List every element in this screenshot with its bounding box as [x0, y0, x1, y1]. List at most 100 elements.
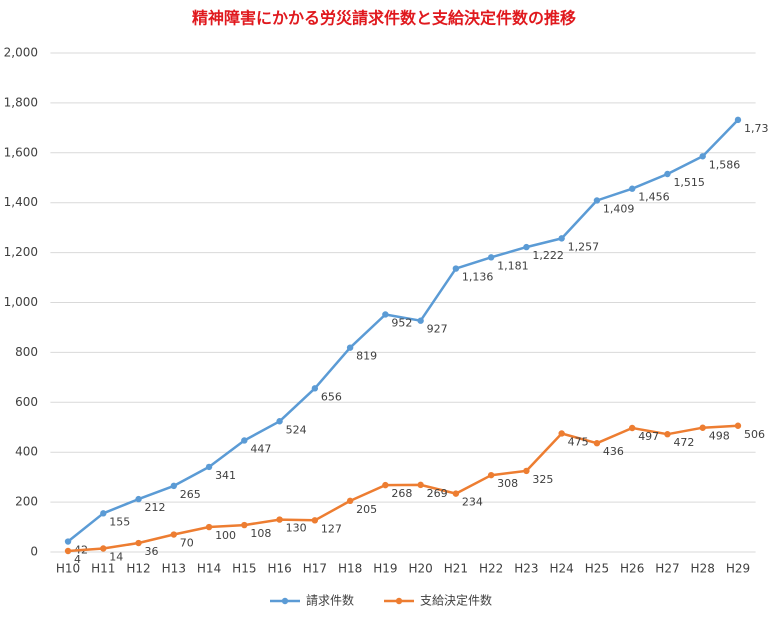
data-label: 1,181 [497, 259, 529, 272]
data-point [382, 481, 389, 489]
x-tick-label: H13 [162, 562, 186, 576]
data-point [558, 430, 565, 437]
y-tick-label: 0 [30, 545, 38, 559]
data-point [311, 385, 319, 392]
data-label: 212 [145, 501, 166, 514]
data-point [276, 516, 283, 523]
legend-marker [281, 597, 289, 605]
data-point [628, 424, 636, 432]
data-point [628, 185, 636, 192]
data-label: 1,257 [568, 240, 600, 253]
data-point [523, 467, 530, 475]
data-label: 436 [603, 445, 624, 458]
x-tick-label: H28 [691, 562, 715, 576]
data-label: 506 [744, 428, 765, 441]
data-point [311, 517, 319, 524]
x-tick-label: H18 [338, 562, 362, 576]
data-label: 497 [638, 430, 659, 443]
y-tick-label: 1,200 [4, 245, 38, 259]
legend-label: 支給決定件数 [420, 593, 492, 608]
data-point [558, 235, 565, 242]
x-tick-label: H25 [585, 562, 609, 576]
data-point [487, 254, 495, 261]
data-label: 1,586 [709, 158, 741, 171]
data-label: 325 [532, 473, 553, 486]
x-tick-label: H11 [91, 562, 115, 576]
x-tick-label: H27 [655, 562, 679, 576]
data-label: 524 [286, 423, 307, 436]
y-tick-label: 1,400 [4, 195, 38, 209]
data-point [699, 153, 706, 160]
data-point [64, 538, 72, 545]
data-label: 472 [673, 436, 694, 449]
data-point [100, 545, 107, 552]
y-tick-label: 2,000 [4, 46, 38, 60]
data-point [346, 344, 354, 351]
data-point [593, 440, 601, 447]
data-point [276, 418, 283, 425]
y-tick-label: 800 [15, 345, 38, 359]
data-label: 36 [145, 545, 159, 558]
x-tick-label: H20 [408, 562, 432, 576]
data-label: 100 [215, 529, 236, 542]
data-label: 1,222 [532, 249, 564, 262]
data-label: 447 [250, 442, 271, 455]
data-label: 952 [391, 316, 412, 329]
data-point [734, 116, 742, 124]
y-tick-label: 200 [15, 495, 38, 509]
x-tick-label: H22 [479, 562, 503, 576]
data-label: 1,409 [603, 202, 635, 215]
data-point [100, 510, 107, 517]
x-tick-label: H26 [620, 562, 644, 576]
data-label: 269 [427, 487, 448, 500]
data-label: 819 [356, 350, 377, 363]
data-point [417, 481, 424, 489]
y-tick-label: 600 [15, 395, 38, 409]
data-label: 656 [321, 390, 342, 403]
data-label: 108 [250, 527, 271, 540]
x-tick-label: H14 [197, 562, 221, 576]
legend-label: 請求件数 [306, 593, 354, 608]
x-tick-label: H21 [444, 562, 468, 576]
data-label: 155 [109, 515, 130, 528]
data-label: 341 [215, 469, 236, 482]
data-label: 130 [286, 522, 307, 535]
x-tick-label: H12 [126, 562, 150, 576]
data-point [523, 243, 530, 251]
x-tick-label: H16 [267, 562, 291, 576]
y-tick-label: 1,600 [4, 145, 38, 159]
data-label: 1,515 [673, 176, 705, 189]
data-label: 927 [427, 323, 448, 336]
data-point [417, 317, 424, 324]
data-label: 1,136 [462, 271, 494, 284]
data-point [452, 265, 460, 272]
data-point [205, 463, 213, 471]
x-tick-label: H23 [514, 562, 538, 576]
x-tick-label: H10 [56, 562, 80, 576]
x-tick-label: H17 [303, 562, 327, 576]
data-label: 268 [391, 487, 412, 500]
series-line [67, 119, 739, 543]
data-point [64, 547, 72, 555]
data-label: 234 [462, 496, 483, 509]
data-label: 308 [497, 477, 518, 490]
data-point [452, 490, 460, 497]
data-point [241, 437, 248, 444]
data-label: 205 [356, 503, 377, 516]
data-label: 1,456 [638, 191, 670, 204]
chart-title: 精神障害にかかる労災請求件数と支給決定件数の推移 [192, 9, 576, 28]
data-label: 4 [74, 553, 81, 566]
data-label: 1,732 [744, 122, 769, 135]
data-point [205, 523, 213, 531]
data-point [664, 170, 671, 178]
x-tick-label: H15 [232, 562, 256, 576]
x-tick-label: H24 [550, 562, 574, 576]
data-point [734, 422, 742, 429]
data-label: 14 [109, 551, 123, 564]
legend-marker [395, 597, 403, 605]
data-point [664, 431, 671, 438]
data-point [487, 471, 495, 479]
y-tick-label: 1,800 [4, 95, 38, 109]
data-label: 475 [568, 435, 589, 448]
data-label: 127 [321, 522, 342, 535]
